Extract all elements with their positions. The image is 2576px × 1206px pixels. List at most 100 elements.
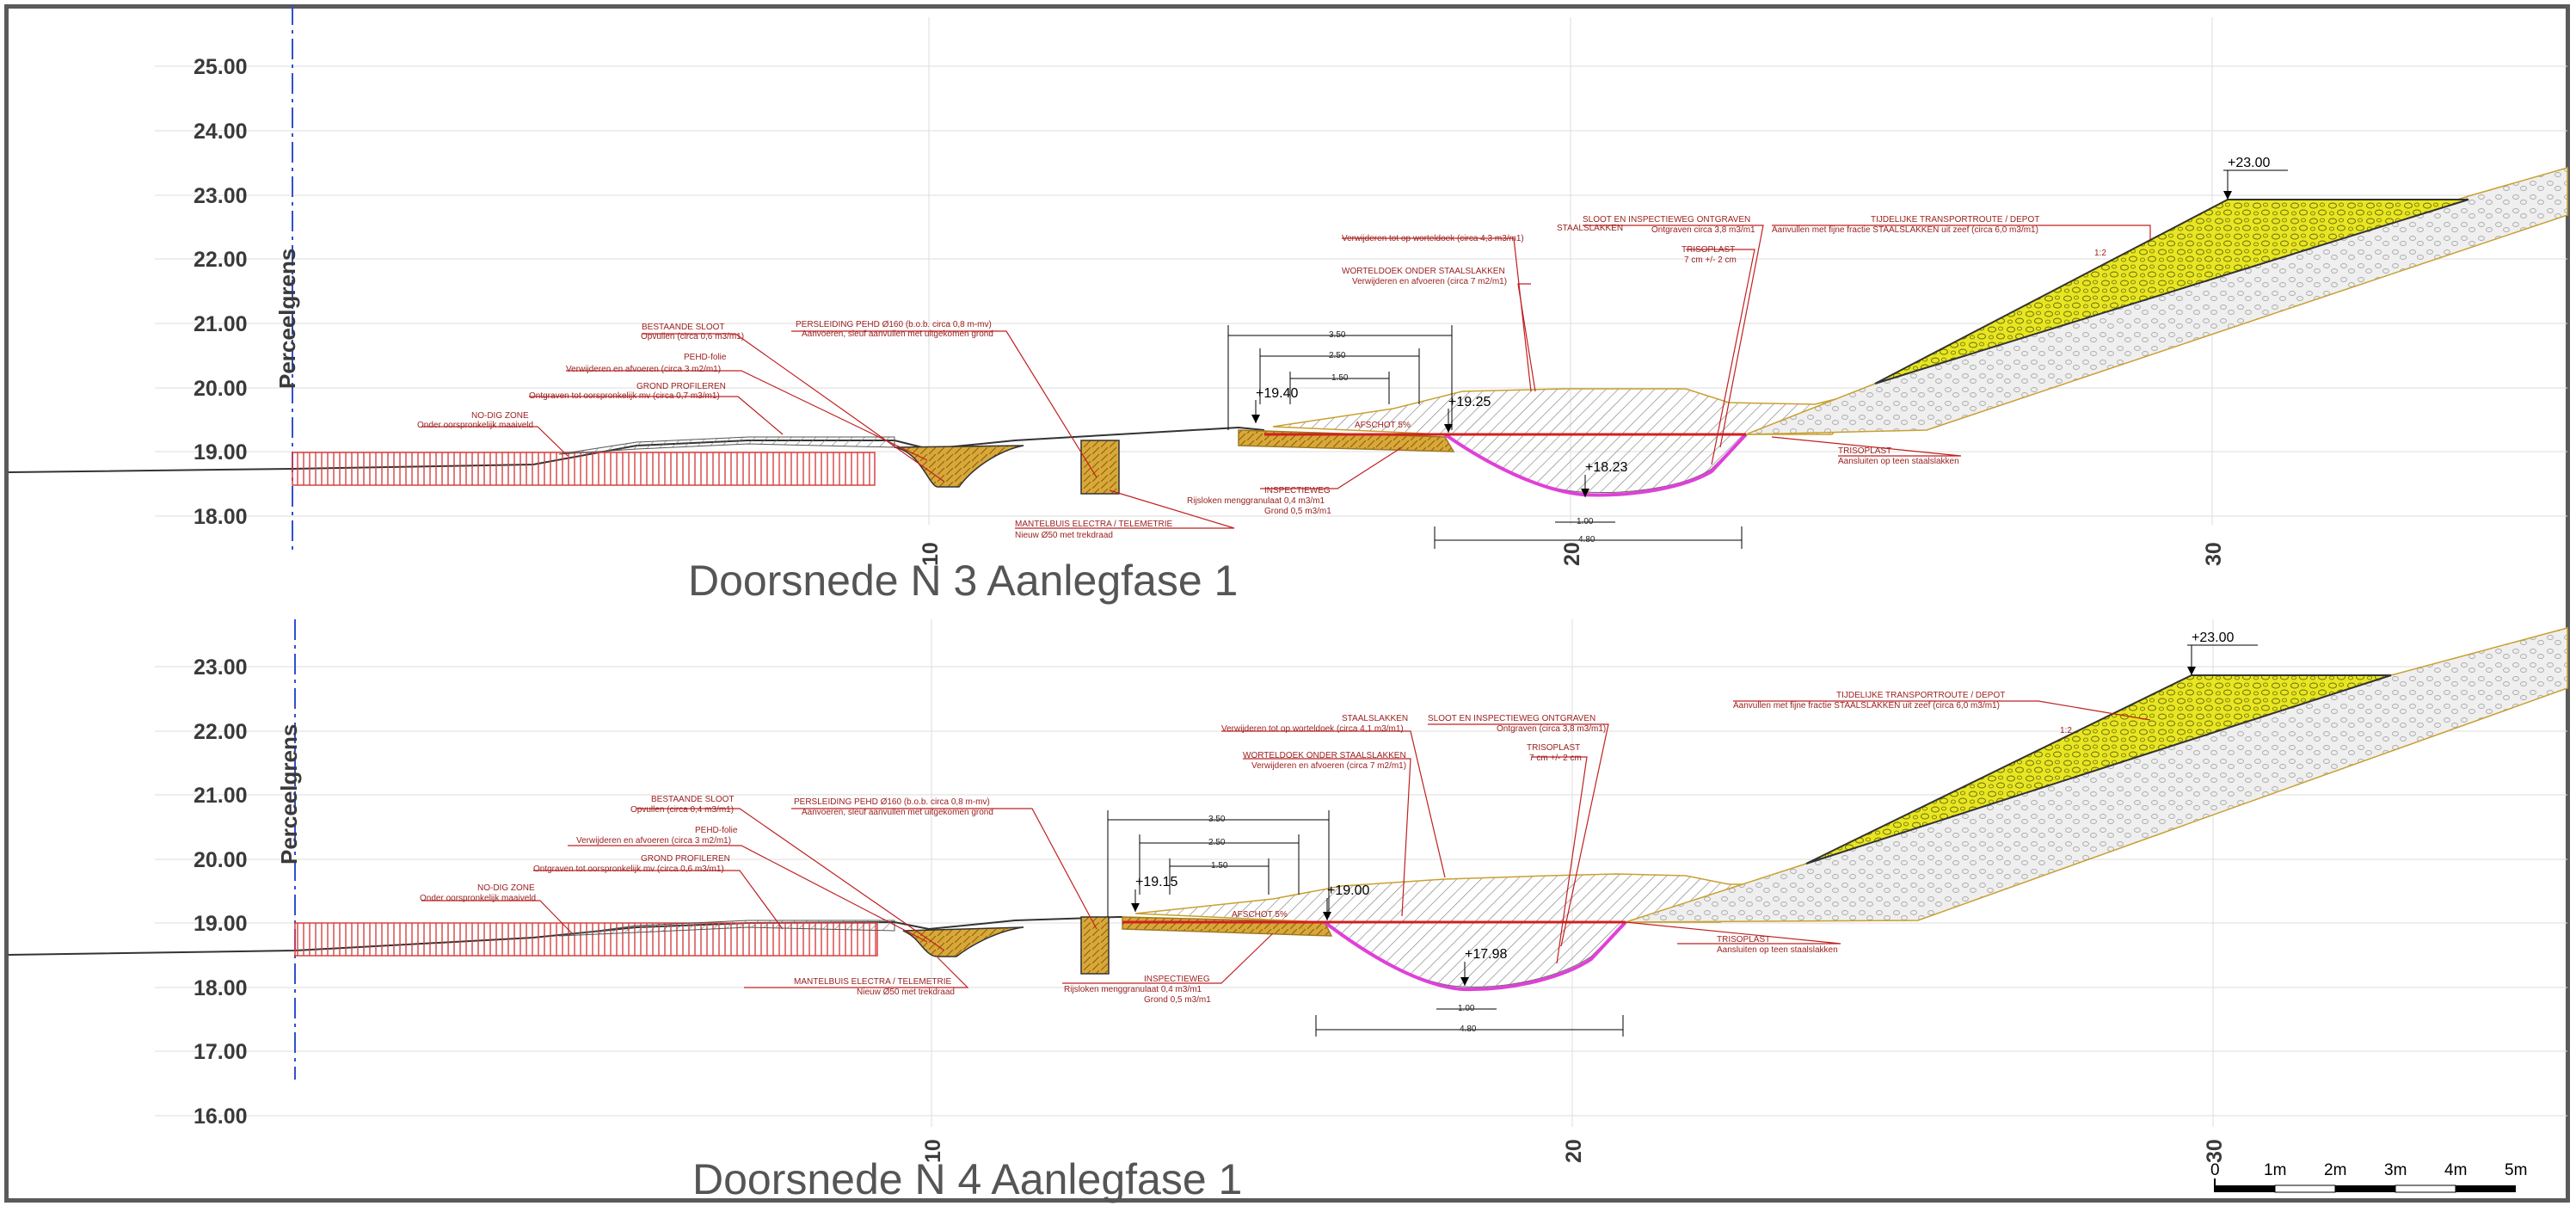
- dimension-label: 1.50: [1211, 861, 1228, 871]
- scale-label: 0: [2210, 1161, 2220, 1179]
- leader-lines: [421, 225, 2151, 529]
- scale-bar: 0 1m 2m 3m 4m 5m: [2210, 1161, 2527, 1193]
- annotation-title: GROND PROFILEREN: [641, 854, 730, 864]
- annotation-title: NO-DIG ZONE: [477, 883, 535, 893]
- scale-label: 3m: [2384, 1161, 2407, 1179]
- annotation-text: Verwijderen tot op worteldoek (circa 4,1…: [1221, 724, 1404, 734]
- annotation-title: MANTELBUIS ELECTRA / TELEMETRIE: [1015, 520, 1173, 529]
- annotation-text: Ontgraven tot oorspronkelijk mv (circa 0…: [533, 865, 724, 874]
- annotation-text: Nieuw Ø50 met trekdraad: [857, 988, 955, 997]
- annotation-title: PERSLEIDING PEHD Ø160 (b.o.b. circa 0,8 …: [796, 320, 992, 329]
- annotation-title: TRISOPLAST: [1838, 446, 1891, 456]
- scale-label: 1m: [2264, 1161, 2286, 1179]
- annotation-title: WORTELDOEK ONDER STAALSLAKKEN: [1342, 267, 1505, 276]
- y-tick: 18.00: [194, 505, 248, 529]
- y-tick: 23.00: [194, 655, 248, 680]
- scale-segment: [2215, 1185, 2275, 1192]
- annotation-text: 7 cm +/- 2 cm: [1684, 255, 1737, 265]
- annotation-title: TRISOPLAST: [1527, 743, 1580, 753]
- pipeline-trench: [1080, 440, 1120, 495]
- annotation-text: Aansluiten op teen staalslakken: [1717, 945, 1838, 955]
- annotation-text: Grond 0,5 m3/m1: [1264, 507, 1331, 516]
- annotation-text: Ontgraven (circa 3,8 m3/m1): [1497, 724, 1606, 734]
- dimension-label: 1.00: [1577, 517, 1594, 526]
- annotation-text: Aanvoeren, sleuf aanvullen met uitgekome…: [802, 808, 993, 817]
- annotation-title: INSPECTIEWEG: [1264, 486, 1331, 495]
- annotation-text: Opvullen (circa 0,6 m3/m1): [641, 332, 744, 341]
- dimension-lines: [1227, 325, 1743, 549]
- elevation-label: +19.15: [1135, 875, 1177, 889]
- grond-profileren: [558, 920, 895, 937]
- annotation-title: NO-DIG ZONE: [471, 411, 529, 421]
- y-axis-labels: 25.00 24.00 23.00 22.00 21.00 20.00 19.0…: [194, 55, 248, 529]
- scale-segment: [2274, 1184, 2336, 1193]
- y-tick: 16.00: [194, 1104, 248, 1129]
- annotation-text: Verwijderen en afvoeren (circa 3 m2/m1): [576, 836, 731, 846]
- grond-profileren: [558, 436, 895, 455]
- y-tick: 21.00: [194, 312, 248, 336]
- annotation-title: PEHD-folie: [695, 826, 738, 835]
- annotation-text: Aanvullen met fijne fractie STAALSLAKKEN…: [1772, 225, 2038, 235]
- annotation-text: Verwijderen en afvoeren (circa 3 m2/m1): [566, 365, 721, 374]
- section-n4: 23.00 22.00 21.00 20.00 19.00 18.00 17.0…: [8, 619, 2568, 1203]
- annotation-text: Nieuw Ø50 met trekdraad: [1015, 531, 1113, 540]
- annotation-text: Ontgraven circa 3,8 m3/m1: [1651, 225, 1755, 235]
- annotation-text: Opvullen (circa 0,4 m3/m1): [630, 805, 734, 815]
- annotation-text: Aansluiten op teen staalslakken: [1838, 457, 1959, 466]
- x-tick: 10: [921, 1139, 945, 1163]
- leader-lines: [421, 700, 2151, 988]
- y-tick: 22.00: [194, 248, 248, 272]
- annotation-text: Rijsloken menggranulaat 0,4 m3/m1: [1064, 985, 1202, 994]
- depot-yellow: [1874, 199, 2469, 385]
- annotation-title: MANTELBUIS ELECTRA / TELEMETRIE: [794, 977, 952, 987]
- annotation-title: BESTAANDE SLOOT: [642, 323, 725, 332]
- annotation-text: Aanvoeren, sleuf aanvullen met uitgekome…: [802, 329, 993, 339]
- slope-label: 1:2: [2094, 249, 2106, 258]
- elevation-label: +18.23: [1585, 460, 1627, 475]
- y-tick: 17.00: [194, 1040, 248, 1064]
- annotation-title: PEHD-folie: [684, 353, 727, 362]
- y-axis-labels: 23.00 22.00 21.00 20.00 19.00 18.00 17.0…: [194, 655, 248, 1129]
- dimension-label: 2.50: [1208, 838, 1226, 847]
- dimension-label: 4.80: [1460, 1024, 1477, 1034]
- annotation-title: TIJDELIJKE TRANSPORTROUTE / DEPOT: [1871, 215, 2039, 225]
- y-tick: 19.00: [194, 912, 248, 936]
- annotation-text: 7 cm +/- 2 cm: [1529, 754, 1582, 763]
- y-tick: 18.00: [194, 976, 248, 1000]
- boundary-label: Perceelgrens: [276, 724, 302, 865]
- slope-label: 1:2: [2060, 726, 2072, 735]
- elevation-label: +23.00: [2228, 156, 2270, 170]
- annotation-title: WORTELDOEK ONDER STAALSLAKKEN: [1243, 751, 1406, 760]
- x-tick: 30: [2202, 542, 2226, 566]
- annotation-title: GROND PROFILEREN: [636, 382, 726, 391]
- scale-label: 4m: [2444, 1161, 2467, 1179]
- gray-embankment: [1625, 627, 2568, 923]
- elevation-label: +23.00: [2192, 631, 2234, 645]
- y-tick: 20.00: [194, 848, 248, 872]
- dimension-label: 3.50: [1208, 815, 1226, 824]
- section-title: Doorsnede N 3 Aanlegfase 1: [688, 557, 1238, 605]
- annotation-title: PERSLEIDING PEHD Ø160 (b.o.b. circa 0,8 …: [794, 797, 990, 807]
- elevation-label: +19.25: [1448, 395, 1491, 409]
- scale-segment: [2395, 1184, 2456, 1193]
- annotation-text: Verwijderen tot op worteldoek (circa 4,3…: [1342, 234, 1524, 243]
- y-tick: 23.00: [194, 184, 248, 208]
- drawing-frame: [4, 4, 2570, 1203]
- annotation-title: BESTAANDE SLOOT: [651, 795, 735, 804]
- elevation-label: +17.98: [1465, 947, 1507, 962]
- annotation-text: Verwijderen en afvoeren (circa 7 m2/m1): [1251, 761, 1406, 771]
- depot-yellow: [1805, 674, 2392, 865]
- annotations: NO-DIG ZONE Onder oorspronkelijk maaivel…: [417, 215, 2151, 540]
- annotation-title: INSPECTIEWEG: [1144, 975, 1210, 984]
- scale-label: 5m: [2505, 1161, 2527, 1179]
- x-tick: 20: [1562, 1139, 1586, 1163]
- y-tick: 24.00: [194, 120, 248, 144]
- section-n3: 25.00 24.00 23.00 22.00 21.00 20.00 19.0…: [8, 4, 2568, 605]
- y-tick: 19.00: [194, 440, 248, 465]
- dimension-label: 1.00: [1458, 1004, 1475, 1013]
- dimension-lines: [1107, 810, 1624, 1037]
- y-tick: 25.00: [194, 55, 248, 79]
- dimension-label: 3.50: [1329, 330, 1346, 340]
- annotation-title: STAALSLAKKEN: [1557, 224, 1623, 233]
- annotation-title: SLOOT EN INSPECTIEWEG ONTGRAVEN: [1583, 215, 1750, 225]
